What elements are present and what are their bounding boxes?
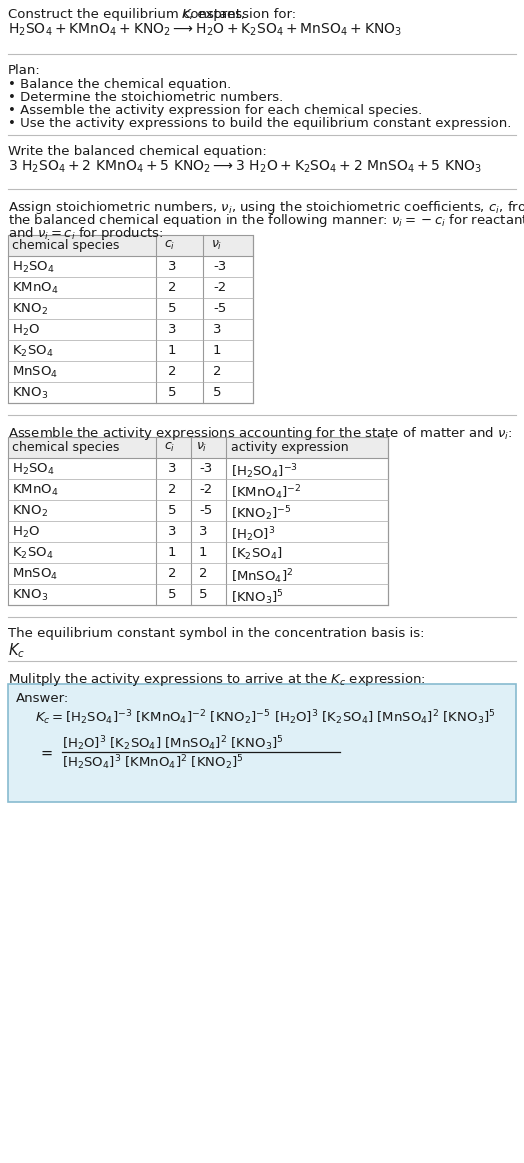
- Text: 5: 5: [168, 386, 177, 399]
- Text: • Assemble the activity expression for each chemical species.: • Assemble the activity expression for e…: [8, 104, 422, 117]
- Text: 5: 5: [168, 302, 177, 315]
- Text: $\rm KNO_3$: $\rm KNO_3$: [12, 588, 48, 604]
- Text: -3: -3: [199, 462, 212, 475]
- Text: Mulitply the activity expressions to arrive at the $K_c$ expression:: Mulitply the activity expressions to arr…: [8, 671, 426, 688]
- Text: $\rm [KNO_3]^5$: $\rm [KNO_3]^5$: [231, 588, 284, 607]
- Text: $K$: $K$: [181, 8, 192, 21]
- Text: $\rm KMnO_4$: $\rm KMnO_4$: [12, 483, 58, 498]
- FancyBboxPatch shape: [8, 684, 516, 802]
- Text: $\rm KNO_3$: $\rm KNO_3$: [12, 386, 48, 401]
- Text: • Balance the chemical equation.: • Balance the chemical equation.: [8, 78, 231, 91]
- Bar: [8, 437, 388, 605]
- Text: chemical species: chemical species: [12, 240, 119, 252]
- Text: chemical species: chemical species: [12, 441, 119, 454]
- Text: 1: 1: [199, 545, 208, 559]
- Text: 1: 1: [168, 344, 177, 357]
- Text: $\rm H_2SO_4$: $\rm H_2SO_4$: [12, 261, 54, 276]
- Text: 3: 3: [168, 323, 177, 336]
- Text: $\rm KMnO_4$: $\rm KMnO_4$: [12, 281, 58, 297]
- Text: the balanced chemical equation in the following manner: $\nu_i = -c_i$ for react: the balanced chemical equation in the fo…: [8, 212, 524, 229]
- Text: 3: 3: [199, 525, 208, 538]
- Text: $K_c = \rm [H_2SO_4]^{-3}\ [KMnO_4]^{-2}\ [KNO_2]^{-5}\ [H_2O]^3\ [K_2SO_4]\ [Mn: $K_c = \rm [H_2SO_4]^{-3}\ [KMnO_4]^{-2}…: [35, 708, 496, 727]
- Text: 3: 3: [168, 525, 177, 538]
- Text: $\rm [MnSO_4]^2$: $\rm [MnSO_4]^2$: [231, 568, 293, 586]
- Text: activity expression: activity expression: [231, 441, 348, 454]
- Text: $c_i$: $c_i$: [164, 441, 175, 454]
- Text: Assemble the activity expressions accounting for the state of matter and $\nu_i$: Assemble the activity expressions accoun…: [8, 424, 512, 442]
- Text: $\rm [H_2SO_4]^{-3}$: $\rm [H_2SO_4]^{-3}$: [231, 462, 298, 480]
- Text: $\rm [KMnO_4]^{-2}$: $\rm [KMnO_4]^{-2}$: [231, 483, 301, 501]
- Text: $\rm H_2SO_4 + KMnO_4 + KNO_2 \longrightarrow H_2O + K_2SO_4 + MnSO_4 + KNO_3$: $\rm H_2SO_4 + KMnO_4 + KNO_2 \longright…: [8, 22, 402, 38]
- Text: 2: 2: [168, 281, 177, 294]
- Text: $K_c$: $K_c$: [8, 641, 25, 659]
- Text: $\rm MnSO_4$: $\rm MnSO_4$: [12, 365, 58, 380]
- Text: $\rm H_2O$: $\rm H_2O$: [12, 323, 40, 338]
- Text: 3: 3: [213, 323, 222, 336]
- Text: Plan:: Plan:: [8, 64, 41, 77]
- Text: Assign stoichiometric numbers, $\nu_i$, using the stoichiometric coefficients, $: Assign stoichiometric numbers, $\nu_i$, …: [8, 199, 524, 216]
- Text: $\rm [H_2O]^3$: $\rm [H_2O]^3$: [231, 525, 275, 543]
- Text: 5: 5: [213, 386, 222, 399]
- Text: 2: 2: [213, 365, 222, 378]
- Text: -2: -2: [199, 483, 212, 495]
- Text: • Determine the stoichiometric numbers.: • Determine the stoichiometric numbers.: [8, 91, 283, 104]
- Text: $\rm 3\ H_2SO_4 + 2\ KMnO_4 + 5\ KNO_2 \longrightarrow 3\ H_2O + K_2SO_4 + 2\ Mn: $\rm 3\ H_2SO_4 + 2\ KMnO_4 + 5\ KNO_2 \…: [8, 159, 482, 176]
- Text: $\rm [H_2O]^3\ [K_2SO_4]\ [MnSO_4]^2\ [KNO_3]^5$: $\rm [H_2O]^3\ [K_2SO_4]\ [MnSO_4]^2\ [K…: [62, 734, 283, 752]
- Text: $\rm H_2SO_4$: $\rm H_2SO_4$: [12, 462, 54, 477]
- Text: $\rm [K_2SO_4]$: $\rm [K_2SO_4]$: [231, 545, 282, 562]
- Text: -2: -2: [213, 281, 226, 294]
- Text: 2: 2: [168, 365, 177, 378]
- Text: 1: 1: [213, 344, 222, 357]
- Text: 5: 5: [168, 588, 177, 601]
- Text: 1: 1: [168, 545, 177, 559]
- Text: , expression for:: , expression for:: [189, 8, 296, 21]
- Bar: [8, 235, 253, 256]
- Text: Write the balanced chemical equation:: Write the balanced chemical equation:: [8, 145, 267, 158]
- Text: $\rm H_2O$: $\rm H_2O$: [12, 525, 40, 540]
- Text: and $\nu_i = c_i$ for products:: and $\nu_i = c_i$ for products:: [8, 224, 163, 242]
- Text: 2: 2: [199, 568, 208, 580]
- Text: • Use the activity expressions to build the equilibrium constant expression.: • Use the activity expressions to build …: [8, 117, 511, 130]
- Text: $\rm K_2SO_4$: $\rm K_2SO_4$: [12, 545, 53, 561]
- Text: =: =: [40, 745, 52, 761]
- Text: 5: 5: [168, 504, 177, 518]
- Bar: [8, 235, 253, 404]
- Text: The equilibrium constant symbol in the concentration basis is:: The equilibrium constant symbol in the c…: [8, 627, 424, 640]
- Text: 2: 2: [168, 568, 177, 580]
- Text: Answer:: Answer:: [16, 692, 69, 705]
- Text: Construct the equilibrium constant,: Construct the equilibrium constant,: [8, 8, 249, 21]
- Text: $\rm KNO_2$: $\rm KNO_2$: [12, 504, 48, 519]
- Bar: [8, 437, 388, 458]
- Text: $\nu_i$: $\nu_i$: [211, 240, 222, 252]
- Text: $\rm KNO_2$: $\rm KNO_2$: [12, 302, 48, 317]
- Text: $\rm [H_2SO_4]^3\ [KMnO_4]^2\ [KNO_2]^5$: $\rm [H_2SO_4]^3\ [KMnO_4]^2\ [KNO_2]^5$: [62, 752, 244, 772]
- Text: 3: 3: [168, 462, 177, 475]
- Text: $\rm [KNO_2]^{-5}$: $\rm [KNO_2]^{-5}$: [231, 504, 292, 522]
- Text: 2: 2: [168, 483, 177, 495]
- Text: -5: -5: [213, 302, 226, 315]
- Text: $c_i$: $c_i$: [164, 240, 175, 252]
- Text: -5: -5: [199, 504, 212, 518]
- Text: $\rm K_2SO_4$: $\rm K_2SO_4$: [12, 344, 53, 359]
- Text: 5: 5: [199, 588, 208, 601]
- Text: 3: 3: [168, 261, 177, 273]
- Text: $\rm MnSO_4$: $\rm MnSO_4$: [12, 568, 58, 583]
- Text: -3: -3: [213, 261, 226, 273]
- Text: $\nu_i$: $\nu_i$: [196, 441, 208, 454]
